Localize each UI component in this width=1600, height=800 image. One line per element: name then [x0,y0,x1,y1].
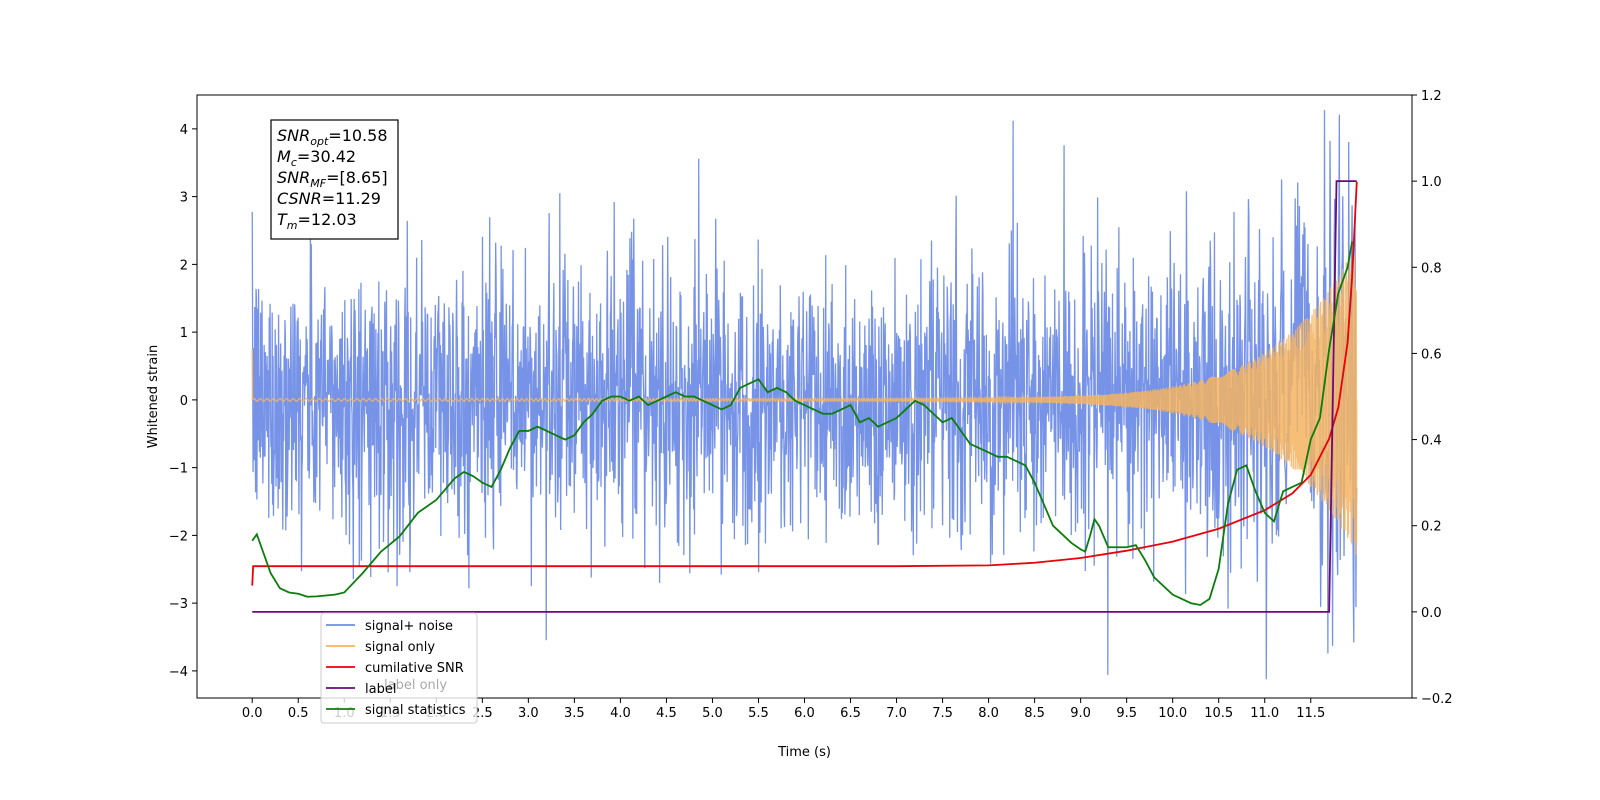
y-tick-label: −2 [169,529,188,544]
x-tick-label: 9.5 [1116,706,1137,721]
y-tick-label: 1 [180,326,188,341]
y2-tick-label: 0.4 [1421,434,1442,449]
x-tick-label: 0.0 [242,706,263,721]
x-tick-label: 5.5 [748,706,769,721]
legend-label: label [365,682,396,697]
x-tick-label: 8.0 [978,706,999,721]
y2-tick-label: −0.2 [1421,692,1453,707]
legend-label: signal statistics [365,703,466,718]
x-tick-label: 9.0 [1070,706,1091,721]
plot-area [251,109,1358,680]
y2-tick-label: 0.2 [1421,520,1442,535]
legend-frame [320,612,478,724]
y-tick-label: −3 [169,597,188,612]
info-line: Mc=30.42 [277,147,356,169]
y-tick-label: 2 [180,258,188,273]
series-signal-statistics [251,241,1354,606]
y-tick-label: −1 [169,462,188,477]
x-tick-label: 7.0 [886,706,907,721]
legend-label: signal only [365,640,435,655]
legend-overlap-text: label only [384,678,447,693]
x-tick-label: 10.0 [1158,706,1187,721]
legend-label: signal+ noise [365,619,453,634]
y-axis-label: Whitened strain [146,345,161,448]
x-tick-label: 4.0 [610,706,631,721]
y2-tick-label: 0.6 [1421,347,1442,362]
y-tick-label: 4 [180,123,188,138]
x-tick-label: 3.0 [518,706,539,721]
series-label [252,180,1357,613]
x-tick-label: 7.5 [932,706,953,721]
x-tick-label: 4.5 [656,706,677,721]
info-line: CSNR=11.29 [277,189,381,208]
x-tick-label: 10.5 [1204,706,1233,721]
y2-tick-label: 0.8 [1421,261,1442,276]
x-tick-label: 0.5 [288,706,309,721]
x-tick-label: 11.5 [1296,706,1325,721]
info-line: Tm=12.03 [277,210,357,232]
y2-tick-label: 0.0 [1421,606,1442,621]
y2-tick-label: 1.0 [1421,175,1442,190]
line-signal-only [251,249,1358,555]
y2-tick-label: 1.2 [1421,89,1442,104]
line-signal-statistics [251,241,1354,606]
x-axis-label: Time (s) [777,745,831,760]
y-tick-label: −4 [169,665,188,680]
legend: label only signal+ noise signal only cumila… [320,612,478,724]
x-tick-label: 8.5 [1024,706,1045,721]
info-box-frame [270,119,399,240]
series-signal-only [251,249,1358,555]
x-tick-label: 3.5 [564,706,585,721]
info-line: SNRMF=[8.65] [277,168,388,190]
x-tick-label: 5.0 [702,706,723,721]
info-box: SNRopt=10.58Mc=30.42SNRMF=[8.65]CSNR=11.… [270,119,399,240]
y-tick-label: 0 [180,394,188,409]
y-tick-label: 3 [180,191,188,206]
x-tick-label: 6.0 [794,706,815,721]
legend-label: cumilative SNR [365,661,464,676]
line-label [252,180,1357,613]
info-line: SNRopt=10.58 [277,126,388,148]
x-tick-label: 6.5 [840,706,861,721]
x-tick-label: 11.0 [1250,706,1279,721]
